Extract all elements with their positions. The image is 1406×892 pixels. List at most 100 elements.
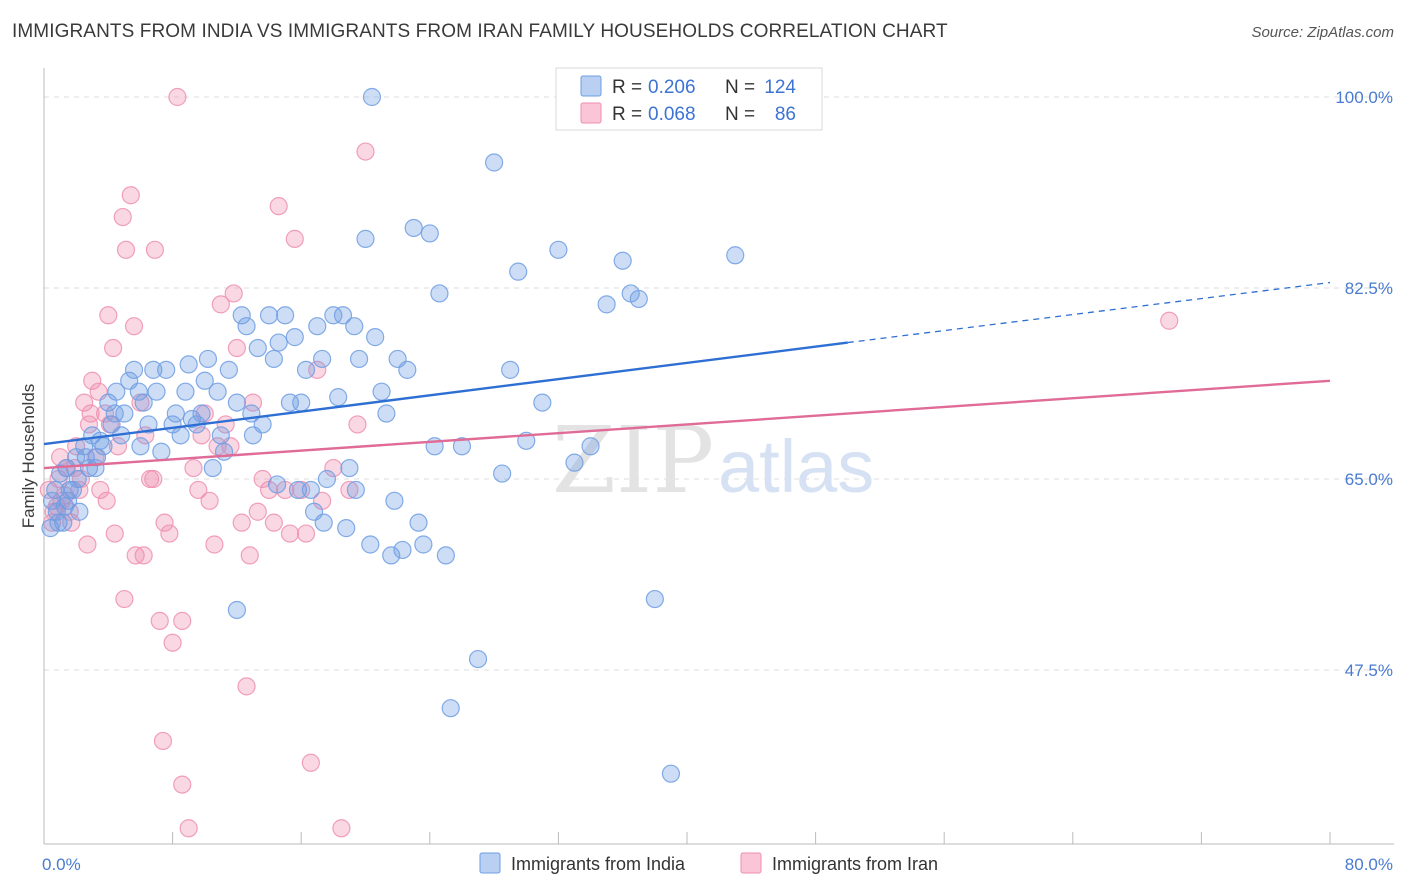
- iran-point: [248, 502, 267, 521]
- iran-point: [116, 240, 136, 259]
- legend-iran-n-value: 86: [775, 104, 796, 125]
- india-point: [157, 360, 176, 379]
- iran-point: [97, 491, 116, 510]
- iran-point: [91, 480, 110, 500]
- india-point: [227, 600, 246, 620]
- india-point: [243, 426, 263, 445]
- iran-point: [184, 458, 203, 478]
- iran-point: [50, 448, 70, 467]
- bottom-legend-iran-label: Immigrants from Iran: [772, 854, 938, 874]
- iran-point: [115, 589, 134, 609]
- iran-point: [113, 207, 132, 227]
- iran-point: [189, 480, 208, 500]
- india-point: [468, 649, 488, 669]
- legend-india-r-label: R =: [612, 77, 642, 98]
- iran-point: [163, 633, 182, 652]
- stats-legend: R = 0.206 N = 124 R = 0.068 N = 86: [555, 67, 823, 131]
- series-iran: [39, 87, 1179, 838]
- india-point: [317, 469, 337, 489]
- legend-india-n-value: 124: [764, 77, 796, 98]
- india-point: [46, 480, 65, 500]
- chart-source: Source: ZipAtlas.com: [1251, 24, 1394, 41]
- iran-point: [144, 469, 163, 489]
- iran-point: [83, 371, 102, 390]
- grid-lines: [44, 96, 1394, 671]
- iran-point: [348, 415, 367, 434]
- india-point: [549, 240, 568, 259]
- iran-point: [296, 524, 316, 543]
- series-legend: Immigrants from India Immigrants from Ir…: [479, 852, 938, 874]
- india-point: [452, 437, 472, 456]
- iran-point: [104, 338, 123, 358]
- india-point: [613, 251, 632, 270]
- legend-iran-n-label: N =: [725, 104, 755, 125]
- india-point: [430, 284, 449, 303]
- india-point: [211, 426, 230, 445]
- iran-point: [173, 611, 192, 630]
- india-point: [398, 360, 417, 379]
- india-point: [134, 393, 153, 412]
- iran-point: [211, 295, 230, 314]
- india-point: [420, 224, 439, 243]
- iran-point: [240, 546, 259, 565]
- india-point: [55, 497, 74, 516]
- iran-point: [205, 535, 224, 554]
- india-point: [436, 546, 455, 565]
- axes: [43, 68, 1394, 845]
- iran-point: [121, 186, 140, 205]
- iran-point: [124, 317, 144, 336]
- india-point: [171, 426, 190, 445]
- iran-point: [200, 491, 219, 510]
- y-tick-label: 82.5%: [1345, 279, 1393, 298]
- india-point: [76, 448, 95, 467]
- y-tick-labels: 47.5% 65.0% 82.5% 100.0%: [1335, 88, 1393, 680]
- india-point: [366, 328, 385, 347]
- iran-point: [95, 404, 115, 423]
- iran-point: [227, 338, 246, 358]
- india-point: [385, 491, 404, 510]
- iran-point: [301, 753, 320, 772]
- iran-point: [168, 87, 187, 107]
- bottom-legend-iran-swatch: [740, 852, 762, 874]
- iran-point: [99, 306, 118, 325]
- x-tick-label-max: 80.0%: [1345, 855, 1393, 874]
- india-point: [105, 404, 124, 423]
- legend-iran-swatch: [580, 102, 602, 124]
- india-point: [60, 480, 79, 500]
- trend-lines: [43, 281, 1331, 470]
- iran-point: [173, 775, 192, 794]
- india-point: [176, 382, 195, 401]
- india-point: [198, 349, 218, 369]
- watermark: ZIP atlas: [552, 407, 874, 514]
- india-point: [441, 699, 460, 718]
- india-trend-line: [43, 341, 848, 446]
- india-point: [533, 393, 552, 412]
- iran-point: [145, 240, 165, 259]
- india-point: [195, 371, 214, 390]
- india-point: [301, 480, 320, 500]
- india-point: [147, 382, 166, 401]
- india-point: [237, 317, 256, 336]
- iran-point: [1160, 311, 1179, 330]
- india-point: [312, 349, 332, 369]
- india-point: [314, 513, 333, 532]
- y-tick-label: 47.5%: [1345, 661, 1393, 680]
- india-point: [269, 333, 288, 352]
- india-point: [501, 360, 520, 379]
- india-point: [288, 480, 308, 500]
- india-point: [248, 338, 267, 358]
- iran-point: [237, 677, 256, 696]
- india-point: [661, 764, 681, 783]
- iran-point: [332, 819, 351, 838]
- y-tick-label: 100.0%: [1335, 88, 1393, 107]
- india-point: [726, 246, 745, 265]
- india-point: [124, 360, 144, 379]
- india-point: [414, 535, 433, 554]
- india-point: [107, 382, 126, 401]
- legend-iran-r-value: 0.068: [648, 104, 696, 125]
- iran-point: [224, 284, 243, 303]
- india-point: [129, 382, 148, 401]
- india-point: [131, 437, 150, 456]
- legend-india-swatch: [580, 75, 602, 97]
